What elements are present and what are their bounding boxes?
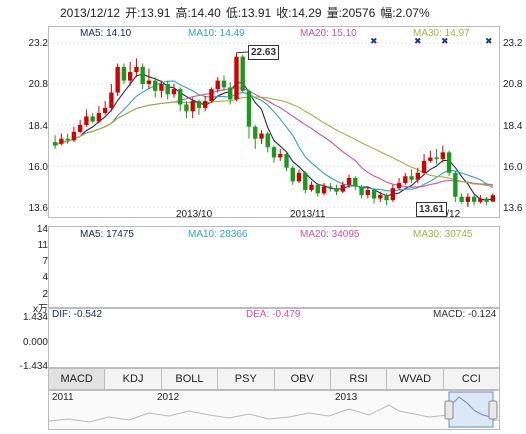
ma10-legend: MA10: 14.49 xyxy=(188,28,245,39)
vol-ma10-legend: MA10: 28366 xyxy=(188,229,248,240)
macd-axis-label: 0.000 xyxy=(22,337,48,348)
timeline-navigator[interactable]: 2011 2012 2013 xyxy=(48,390,500,430)
date-axis-label: 2013/11 xyxy=(290,209,326,220)
price-axis-label: 18.4 xyxy=(28,121,48,132)
vol-ma20-legend: MA20: 34095 xyxy=(300,229,360,240)
quote-date: 2013/12/12 xyxy=(60,6,121,20)
event-marker-icon[interactable]: ✖ xyxy=(370,36,378,46)
tab-psy[interactable]: PSY xyxy=(218,369,275,389)
navigator-selection-window[interactable] xyxy=(448,391,494,428)
navigator-year-label: 2013 xyxy=(335,392,358,403)
ma30-legend: MA30: 14.97 xyxy=(413,28,470,39)
price-axis-label-right: 20.8 xyxy=(503,79,523,90)
quote-change: 幅:2.07% xyxy=(380,6,430,20)
price-axis-label: 20.8 xyxy=(28,79,48,90)
price-axis-label-right: 13.6 xyxy=(503,203,523,214)
volume-axis-label: 11 xyxy=(37,240,48,251)
price-axis-label-right: 16.0 xyxy=(503,162,523,173)
navigator-year-label: 2012 xyxy=(157,392,180,403)
quote-low: 低:13.91 xyxy=(225,6,272,20)
vol-ma30-legend: MA30: 30745 xyxy=(413,229,473,240)
navigator-left-handle[interactable] xyxy=(444,400,454,420)
dif-legend: DIF: -0.542 xyxy=(52,309,103,320)
price-axis-label-right: 23.2 xyxy=(503,38,523,49)
vol-ma5-legend: MA5: 17475 xyxy=(80,229,134,240)
volume-axis-label: 14 xyxy=(36,224,48,235)
event-marker-icon[interactable]: ✖ xyxy=(485,36,493,46)
tab-kdj[interactable]: KDJ xyxy=(105,369,162,389)
tab-rsi[interactable]: RSI xyxy=(331,369,388,389)
price-axis-label: 23.2 xyxy=(28,38,48,49)
tab-cci[interactable]: CCI xyxy=(461,373,481,385)
navigator-right-handle[interactable] xyxy=(488,400,498,420)
high-price-callout: 22.63 xyxy=(248,45,280,60)
tab-macd[interactable]: MACD xyxy=(49,369,106,389)
navigator-overview-line xyxy=(49,391,499,428)
macd-chart-panel[interactable] xyxy=(48,308,500,368)
ma5-legend: MA5: 14.10 xyxy=(80,28,132,39)
quote-close: 收:14.29 xyxy=(276,6,322,20)
volume-axis-label: 4 xyxy=(42,272,48,283)
quote-info-bar: 2013/12/12 开:13.91 高:14.40 低:13.91 收:14.29 量:… xyxy=(60,4,435,21)
date-axis-label: 2013/10 xyxy=(176,209,213,220)
volume-axis-label: 2 xyxy=(42,289,48,300)
quote-high: 高:14.40 xyxy=(175,6,221,20)
price-axis-label: 16.0 xyxy=(28,162,48,173)
volume-chart-panel[interactable] xyxy=(48,226,500,308)
ma20-legend: MA20: 15.10 xyxy=(300,28,357,39)
macd-axis-label: -1.434 xyxy=(19,361,48,372)
quote-open: 开:13.91 xyxy=(125,6,171,20)
volume-unit-label: x万 xyxy=(33,304,48,315)
dea-legend: DEA: -0.479 xyxy=(246,309,301,320)
event-marker-icon[interactable]: ✖ xyxy=(441,36,449,46)
quote-volume: 量:20576 xyxy=(326,6,376,20)
indicator-tabs: MACD KDJ BOLL PSY OBV RSI WVAD CCI xyxy=(48,368,500,390)
event-marker-icon[interactable]: ✖ xyxy=(414,36,422,46)
macd-legend: MACD: -0.124 xyxy=(433,309,497,320)
tab-obv[interactable]: OBV xyxy=(275,369,331,389)
tab-boll[interactable]: BOLL xyxy=(162,369,219,389)
low-price-callout: 13.61 xyxy=(416,202,448,217)
price-axis-label-right: 18.4 xyxy=(503,121,523,132)
macd-axis-label: 1.434 xyxy=(22,312,48,323)
volume-axis-label: 7 xyxy=(42,256,48,267)
price-axis-label: 13.6 xyxy=(28,203,48,214)
tab-wvad[interactable]: WVAD xyxy=(387,369,444,389)
navigator-year-label: 2011 xyxy=(52,392,74,403)
